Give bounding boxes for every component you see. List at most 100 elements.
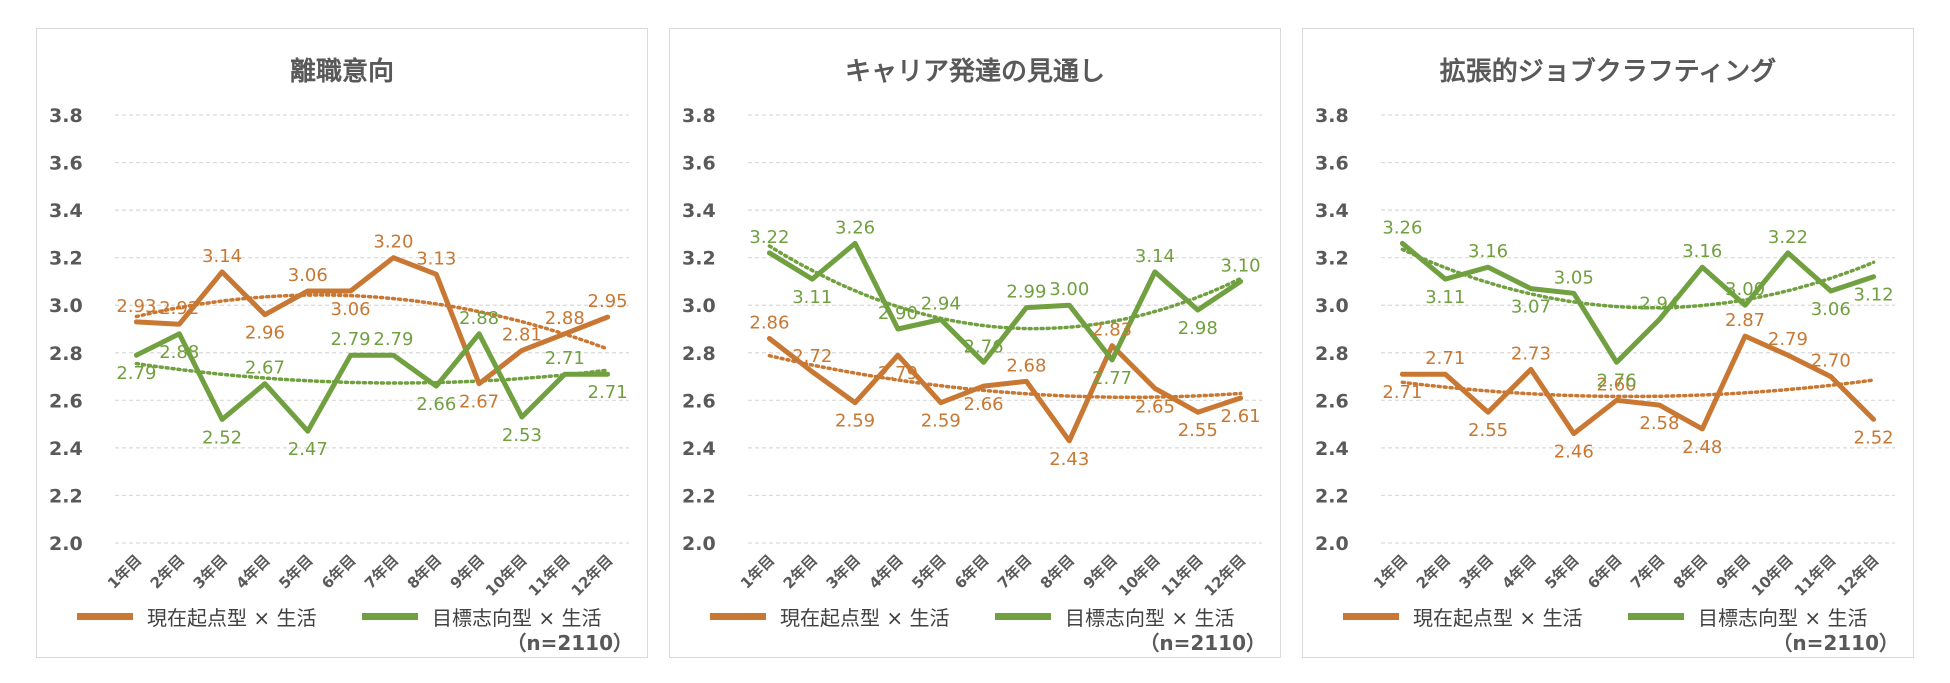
data-label: 3.26 [835, 217, 875, 238]
chart-panel-career-outlook: 2.0 2.2 2.4 2.6 2.8 3.0 3.2 3.4 3.6 3.8 1年目 2年目 3年目 4… [669, 28, 1281, 658]
data-label: 3.16 [1682, 241, 1722, 262]
legend-item-goal: 目標志向型 × 生活 [1628, 601, 1867, 631]
x-tick-label: 12年目 [1201, 551, 1250, 600]
x-tick-label: 1年目 [104, 551, 145, 592]
y-tick-label: 2.4 [49, 438, 83, 460]
chart-plot: 2.0 2.2 2.4 2.6 2.8 3.0 3.2 3.4 3.6 3.8 1年目 2年目 3年目 4… [682, 105, 1262, 600]
data-label: 3.13 [416, 248, 456, 269]
data-label: 3.07 [1511, 297, 1551, 318]
data-label: 2.81 [502, 324, 542, 345]
data-label: 2.92 [159, 298, 199, 319]
data-label: 2.88 [459, 308, 499, 329]
data-label: 2.66 [964, 394, 1004, 415]
data-label: 3.26 [1382, 217, 1422, 238]
legend-label-current: 現在起点型 × 生活 [1413, 605, 1583, 630]
data-labels-goal: 2.792.882.522.672.472.79 2.792.662.882.53… [116, 308, 627, 460]
data-label: 2.98 [1178, 318, 1218, 339]
series-line-goal [1399, 240, 1877, 365]
x-tick-label: 10年目 [1115, 551, 1164, 600]
y-axis: 2.0 2.2 2.4 2.6 2.8 3.0 3.2 3.4 3.6 3.8 [49, 105, 83, 555]
data-label: 2.71 [545, 348, 585, 369]
legend-swatch-goal [1628, 612, 1684, 620]
data-label: 2.76 [1597, 370, 1637, 391]
legend: 現在起点型 × 生活 目標志向型 × 生活 [37, 601, 647, 631]
series-current [133, 255, 611, 387]
y-tick-label: 3.8 [1315, 105, 1349, 127]
data-label: 3.10 [1221, 255, 1261, 276]
y-tick-label: 2.2 [49, 485, 83, 507]
y-tick-label: 2.6 [49, 390, 83, 412]
x-tick-label: 10年目 [482, 551, 531, 600]
data-label: 2.93 [116, 296, 156, 317]
data-label: 2.87 [1725, 310, 1765, 331]
x-tick-label: 2年目 [1413, 551, 1454, 592]
y-axis: 2.0 2.2 2.4 2.6 2.8 3.0 3.2 3.4 3.6 3.8 [1315, 105, 1349, 555]
legend-label-goal: 目標志向型 × 生活 [1698, 605, 1868, 630]
trendline-goal [134, 361, 610, 385]
data-label: 2.46 [1554, 442, 1594, 463]
data-label: 2.72 [792, 346, 832, 367]
x-tick-label: 11年目 [1158, 551, 1207, 600]
data-label: 3.06 [1811, 299, 1851, 320]
x-tick-label: 6年目 [951, 551, 992, 592]
x-tick-label: 3年目 [190, 551, 231, 592]
y-tick-label: 3.8 [49, 105, 83, 127]
x-tick-label: 2年目 [147, 551, 188, 592]
legend-swatch-goal [995, 612, 1051, 620]
data-label: 2.76 [964, 336, 1004, 357]
y-axis: 2.0 2.2 2.4 2.6 2.8 3.0 3.2 3.4 3.6 3.8 [682, 105, 716, 555]
legend-swatch-goal [362, 612, 418, 620]
chart-title: 離職意向 [289, 57, 394, 87]
data-label: 2.83 [1092, 320, 1132, 341]
x-tick-label: 8年目 [404, 551, 445, 592]
x-tick-label: 3年目 [823, 551, 864, 592]
y-tick-label: 3.2 [1315, 248, 1349, 270]
data-label: 2.67 [245, 358, 285, 379]
legend-item-current: 現在起点型 × 生活 [710, 601, 949, 631]
y-tick-label: 2.0 [49, 533, 83, 555]
data-label: 2.55 [1468, 420, 1508, 441]
data-label: 2.47 [288, 439, 328, 460]
legend: 現在起点型 × 生活 目標志向型 × 生活 [670, 601, 1280, 631]
data-label: 2.65 [1135, 396, 1175, 417]
gridlines [748, 114, 1262, 544]
y-tick-label: 2.2 [1315, 485, 1349, 507]
x-tick-label: 3年目 [1456, 551, 1497, 592]
data-label: 2.52 [1854, 427, 1894, 448]
chart-panel-expansive-job-crafting: 2.0 2.2 2.4 2.6 2.8 3.0 3.2 3.4 3.6 3.8 1年目 2年目 3年目 4… [1302, 28, 1914, 658]
x-tick-label: 12年目 [1834, 551, 1883, 600]
legend-label-goal: 目標志向型 × 生活 [432, 605, 602, 630]
data-label: 3.16 [1468, 241, 1508, 262]
data-label: 2.60 [1597, 374, 1637, 395]
x-tick-label: 7年目 [1627, 551, 1668, 592]
chart-panel-turnover-intention: 2.0 2.2 2.4 2.6 2.8 3.0 3.2 3.4 3.6 3.8 1年目 2年目 3年目 4… [36, 28, 648, 658]
data-labels-current: 2.712.71 2.55 2.73 2.46 2.602.582.48 2.872.79… [1382, 310, 1893, 462]
data-label: 2.53 [502, 425, 542, 446]
sample-size-note: （n=2110） [1139, 631, 1266, 655]
y-tick-label: 3.0 [49, 295, 83, 317]
y-tick-label: 3.4 [49, 200, 83, 222]
series-goal [133, 331, 611, 434]
y-tick-label: 3.4 [1315, 200, 1349, 222]
legend-swatch-current [1343, 612, 1399, 620]
data-label: 3.14 [202, 246, 242, 267]
legend-item-goal: 目標志向型 × 生活 [362, 601, 601, 631]
data-label: 2.71 [588, 382, 628, 403]
x-tick-label: 11年目 [525, 551, 574, 600]
x-tick-label: 10年目 [1748, 551, 1797, 600]
series-line-current [1399, 333, 1877, 437]
x-tick-label: 4年目 [865, 551, 906, 592]
series-current [1399, 333, 1877, 437]
y-tick-label: 3.8 [682, 105, 716, 127]
data-label: 2.90 [878, 303, 918, 324]
series-line-current [133, 255, 611, 387]
data-label: 2.77 [1092, 368, 1132, 389]
data-label: 2.59 [835, 411, 875, 432]
x-tick-label: 8年目 [1670, 551, 1711, 592]
x-tick-label: 8年目 [1037, 551, 1078, 592]
legend-item-goal: 目標志向型 × 生活 [995, 601, 1234, 631]
data-labels-goal: 3.263.113.163.073.052.762.943.163.003.22… [1382, 217, 1893, 391]
gridlines [115, 114, 629, 544]
